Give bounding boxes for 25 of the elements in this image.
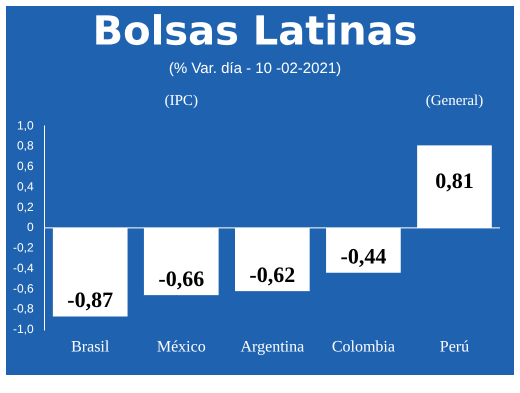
text: (IPC)	[164, 92, 198, 109]
chart-subtitle: (% Var. día - 10 -02-2021)	[168, 60, 342, 78]
y-tick-label: -0,8	[12, 302, 34, 316]
x-tick-label: México	[156, 338, 206, 356]
y-tick-label: 0,2	[16, 200, 34, 214]
y-tick-label: -0,2	[12, 240, 34, 255]
data-label: -0,44	[340, 243, 386, 268]
x-tick-label: Perú	[440, 338, 470, 356]
x-tick-label: Brasil	[71, 338, 110, 356]
y-tick-label: 0,4	[16, 179, 34, 194]
y-tick-label: -0,6	[12, 281, 34, 296]
chart-title: Bolsas Latinas	[92, 8, 418, 54]
x-tick-label: Colombia	[332, 338, 395, 356]
y-tick-label: 1,0	[16, 118, 34, 132]
y-tick-label: 0,8	[16, 138, 34, 153]
data-label: 0,81	[435, 168, 474, 194]
x-tick-label: Argentina	[240, 338, 304, 356]
y-tick-label: -0,4	[12, 260, 34, 275]
y-tick-label: 0,6	[16, 159, 34, 174]
data-label: -0,87	[67, 287, 114, 312]
data-label: -0,62	[249, 262, 296, 287]
data-label: -0,66	[158, 266, 204, 291]
text: (General)	[426, 92, 484, 109]
y-tick-label: -1,0	[12, 322, 34, 336]
y-tick-label: 0	[26, 220, 34, 234]
